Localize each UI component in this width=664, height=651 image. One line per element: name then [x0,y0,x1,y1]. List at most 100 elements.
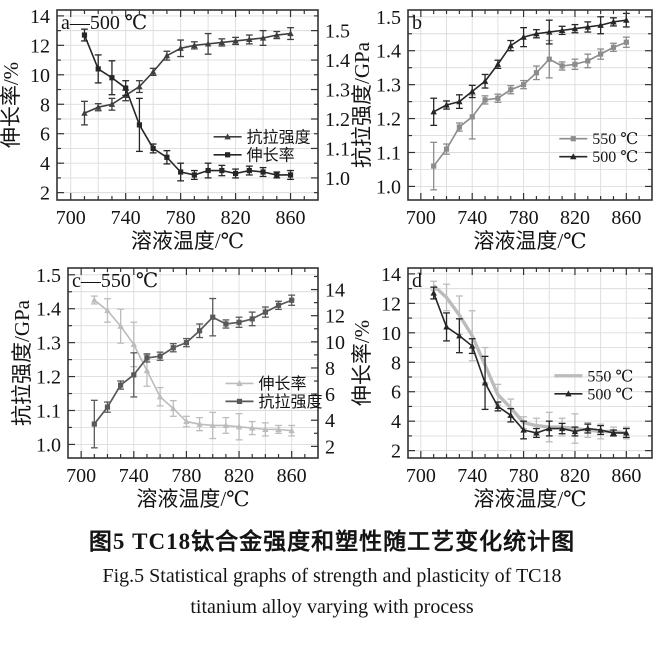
x-tick-label: 820 [560,207,590,229]
y-tick-label: 6 [40,124,50,146]
y2-tick-label: 10 [325,332,345,354]
figure-caption: 图5 TC18钛合金强度和塑性随工艺变化统计图 Fig.5 Statistica… [0,522,664,619]
y-tick-label: 2 [40,183,50,205]
x-axis-title: 溶液温度/℃ [473,229,586,253]
series-b-1 [430,12,630,127]
y2-tick-label: 2 [325,436,335,458]
legend-label: 抗拉强度 [247,128,311,146]
y2-tick-label: 14 [325,280,345,302]
legend-label: 抗拉强度 [259,393,323,411]
x-tick-label: 780 [509,207,539,229]
series-a-1 [81,28,294,182]
y-tick-label: 1.0 [36,434,61,456]
legend-label: 550 ℃ [592,131,638,148]
y-tick-label: 4 [40,153,50,175]
series-line [93,299,292,432]
legend-label: 550 ℃ [587,368,633,385]
legend-entry: 550 ℃ [554,368,633,385]
y-axis-title: 抗拉强度/GPa [350,41,374,168]
y-tick-label: 1.4 [376,41,401,63]
y-tick-label: 14 [30,6,50,28]
figure-panels-svg: 700 740 780 820 860 2 4 6 8 10 12 14 1.0 1.1 1.2 1.3 1.4… [0,6,653,511]
y-tick-label: 12 [30,35,50,57]
series-line [433,41,627,167]
x-tick-label: 820 [224,465,254,487]
y-tick-label: 4 [391,411,401,433]
y-tick-label: 12 [381,293,401,315]
y-tick-label: 1.0 [376,176,401,198]
y-tick-label: 1.3 [376,75,401,97]
x-tick-label: 860 [277,465,307,487]
y-tick-label: 2 [391,441,401,463]
y-tick-label: 1.1 [376,143,401,165]
x-tick-label: 700 [406,207,436,229]
panel-a: 700 740 780 820 860 2 4 6 8 10 12 14 1.0 1.1 1.2 1.3 1.4… [0,6,350,253]
y2-tick-label: 1.1 [325,138,350,160]
ticks-d [408,268,652,458]
series-line [83,34,291,176]
ticks-a [57,10,318,200]
x-axis-title: 溶液温度/℃ [131,229,244,253]
series-line [93,299,292,425]
ticks-b [408,10,652,200]
x-tick-label: 820 [560,465,590,487]
x-tick-label: 740 [457,465,487,487]
legend-label: 伸长率 [259,375,307,393]
grid-b [408,10,652,200]
series-a-0 [81,27,294,126]
legend-entry: 500 ℃ [554,386,633,403]
x-tick-label: 860 [276,207,306,229]
x-axis-title: 溶液温度/℃ [473,487,586,511]
y-tick-label: 1.5 [36,265,61,287]
y-tick-label: 6 [391,382,401,404]
legend-label: 500 ℃ [592,149,638,166]
y-tick-label: 1.5 [376,7,401,29]
x-tick-label: 740 [111,207,141,229]
ticks-c [68,268,318,458]
series-line [432,284,627,435]
x-tick-label: 740 [457,207,487,229]
y-axis-title: 伸长率/% [350,320,374,406]
legend-entry: 550 ℃ [559,131,638,148]
panel-corner-label: c—550 ℃ [72,270,158,292]
x-axis-title: 溶液温度/℃ [136,487,249,511]
caption-english-line2: titanium alloy varying with process [190,596,474,618]
caption-chinese: 图5 TC18钛合金强度和塑性随工艺变化统计图 [88,529,576,554]
panel-corner-label: b [412,12,422,34]
y2-tick-label: 8 [325,358,335,380]
series-line [432,292,627,434]
x-tick-label: 860 [611,207,641,229]
y-axis-title: 抗拉强度/GPa [10,299,34,426]
legend-label: 伸长率 [247,146,295,164]
series-d-1 [430,286,630,440]
y2-tick-label: 1.3 [325,80,350,102]
error-bars [430,36,630,191]
legend-entry: 抗拉强度 [213,128,311,146]
error-bars [430,286,630,440]
y2-tick-label: 12 [325,306,345,328]
y-tick-label: 10 [30,65,50,87]
y-tick-label: 1.1 [36,401,61,423]
x-tick-label: 780 [509,465,539,487]
legend-entry: 伸长率 [225,375,307,393]
y2-tick-label: 1.5 [325,21,350,43]
y2-tick-label: 1.4 [325,50,350,72]
x-tick-label: 700 [56,207,86,229]
panel-c: 700 740 780 820 860 1.0 1.1 1.2 1.3 1.4 1.5 2 4 6 8 10 1… [10,265,345,511]
x-tick-label: 780 [171,465,201,487]
y2-tick-label: 4 [325,410,335,432]
series-c-1 [90,294,296,449]
y2-tick-label: 1.2 [325,109,350,131]
y-tick-label: 8 [391,352,401,374]
panel-corner-label: a—500 ℃ [61,12,147,34]
x-tick-label: 820 [221,207,251,229]
legend-entry: 500 ℃ [559,149,638,166]
series-line [84,32,291,114]
y-tick-label: 10 [381,323,401,345]
x-tick-label: 780 [166,207,196,229]
error-bars [430,12,630,127]
series-c-0 [90,295,296,441]
